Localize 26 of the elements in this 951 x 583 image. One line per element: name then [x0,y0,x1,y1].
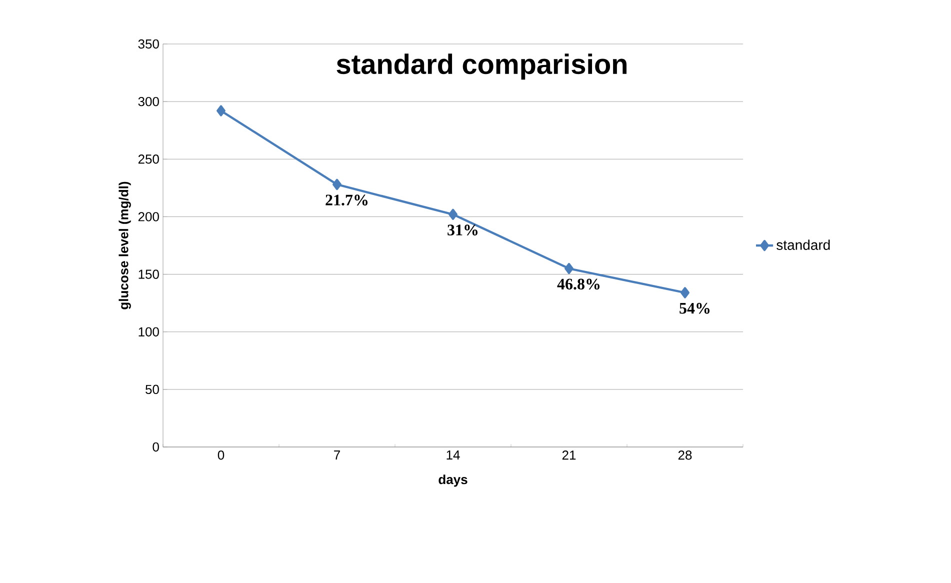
annotation: 46.8% [557,278,600,290]
x-tick-label: 14 [446,450,460,460]
y-tick-label: 100 [138,327,159,336]
x-axis-title: days [438,474,468,487]
legend-label: standard [776,240,830,250]
x-tick-label: 28 [678,450,692,460]
point [332,178,342,190]
chart-title: standard comparision [336,54,626,80]
y-tick-label: 350 [138,39,159,49]
x-tick-label: 21 [562,450,576,460]
point [564,262,574,274]
y-tick-label: 0 [152,442,159,452]
point [680,287,690,298]
x-tick-label: 0 [218,450,224,460]
x-tick-label: 7 [334,450,340,460]
annotation: 21.7% [326,194,368,206]
y-tick-label: 250 [138,154,159,164]
y-tick-label: 150 [138,270,159,279]
y-tick-label: 300 [138,96,159,106]
annotation: 54% [680,302,710,314]
y-tick-label: 50 [146,384,159,394]
point [216,105,226,116]
annotation: 31% [448,224,478,236]
y-tick-label: 200 [138,212,159,222]
point [448,208,458,220]
y-axis-title: glucose level (mg/dl) [118,182,131,310]
